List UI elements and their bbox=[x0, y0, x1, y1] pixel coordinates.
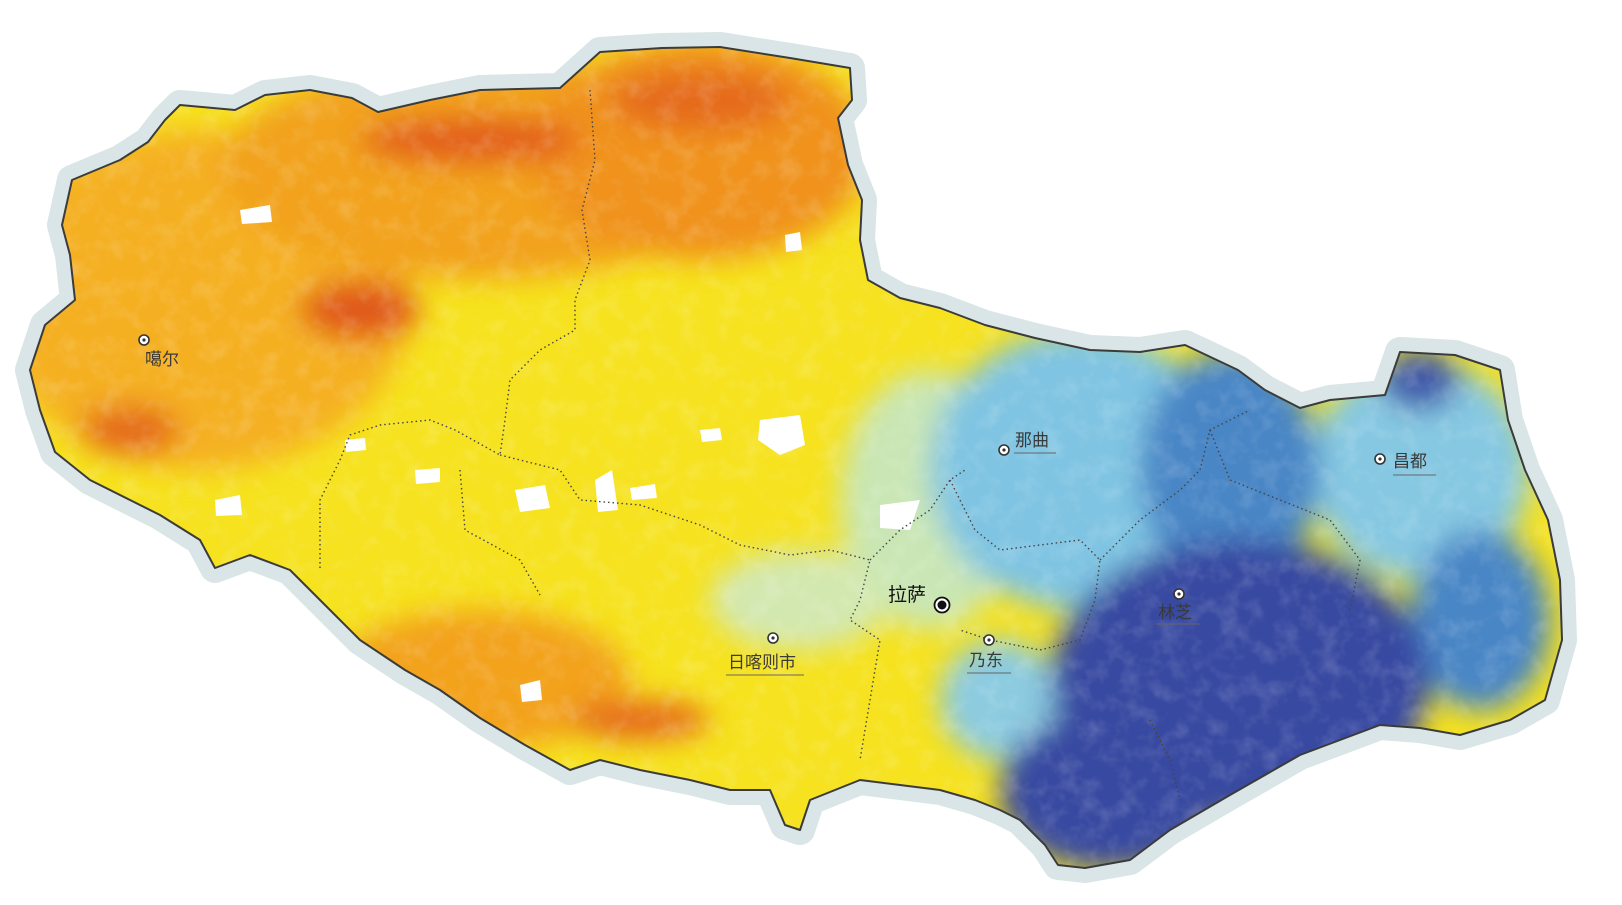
city-rikaze: 日喀则市 bbox=[726, 632, 804, 676]
city-label: 乃东 bbox=[969, 651, 1003, 671]
city-label: 林芝 bbox=[1158, 603, 1192, 623]
city-changdu: 昌都 bbox=[1374, 452, 1436, 476]
city-circle-icon-center bbox=[1378, 457, 1382, 461]
city-linzhi: 林芝 bbox=[1156, 588, 1200, 625]
prefecture-boundaries bbox=[319, 89, 1361, 801]
city-label: 日喀则市 bbox=[728, 653, 796, 673]
city-circle-icon-center bbox=[142, 338, 146, 342]
city-naidong: 乃东 bbox=[967, 634, 1011, 674]
city-circle-icon-center bbox=[771, 636, 775, 640]
city-circle-icon-center bbox=[1002, 448, 1006, 452]
city-label: 那曲 bbox=[1015, 431, 1049, 451]
city-label: 昌都 bbox=[1393, 452, 1427, 472]
capital-label: 拉萨 bbox=[888, 584, 926, 606]
city-naqu: 那曲 bbox=[998, 431, 1056, 456]
city-circle-icon-center bbox=[1177, 592, 1181, 596]
city-gaer: 噶尔 bbox=[138, 334, 179, 370]
capital-lhasa: 拉萨 bbox=[888, 584, 951, 614]
city-circle-icon-center bbox=[987, 638, 991, 642]
city-label: 噶尔 bbox=[145, 350, 179, 370]
capital-dot-icon-center bbox=[937, 600, 947, 610]
